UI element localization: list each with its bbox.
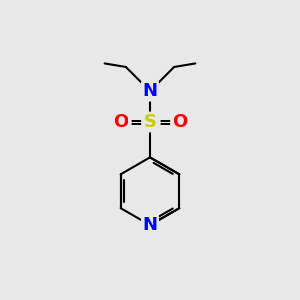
- Text: N: N: [142, 82, 158, 100]
- Text: N: N: [142, 216, 158, 234]
- Text: =: =: [158, 115, 171, 130]
- Text: S: S: [143, 113, 157, 131]
- Text: O: O: [172, 113, 187, 131]
- Text: O: O: [113, 113, 128, 131]
- Text: =: =: [129, 115, 142, 130]
